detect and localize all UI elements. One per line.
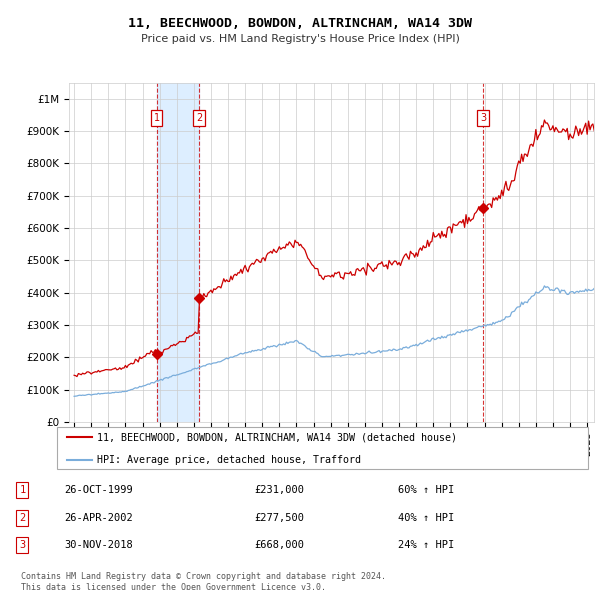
- Text: This data is licensed under the Open Government Licence v3.0.: This data is licensed under the Open Gov…: [21, 583, 326, 590]
- Text: 11, BEECHWOOD, BOWDON, ALTRINCHAM, WA14 3DW (detached house): 11, BEECHWOOD, BOWDON, ALTRINCHAM, WA14 …: [97, 432, 457, 442]
- Text: 60% ↑ HPI: 60% ↑ HPI: [398, 486, 454, 495]
- Text: £231,000: £231,000: [254, 486, 304, 495]
- Text: 2: 2: [196, 113, 202, 123]
- Text: 26-OCT-1999: 26-OCT-1999: [64, 486, 133, 495]
- Text: 2: 2: [19, 513, 25, 523]
- Text: £668,000: £668,000: [254, 540, 304, 550]
- FancyBboxPatch shape: [57, 427, 588, 469]
- Text: 1: 1: [19, 486, 25, 495]
- Text: 40% ↑ HPI: 40% ↑ HPI: [398, 513, 454, 523]
- Text: Contains HM Land Registry data © Crown copyright and database right 2024.: Contains HM Land Registry data © Crown c…: [21, 572, 386, 581]
- Text: 3: 3: [480, 113, 486, 123]
- Text: HPI: Average price, detached house, Trafford: HPI: Average price, detached house, Traf…: [97, 455, 361, 465]
- Text: 3: 3: [19, 540, 25, 550]
- Text: £277,500: £277,500: [254, 513, 304, 523]
- Text: 1: 1: [154, 113, 160, 123]
- Bar: [157, 83, 199, 422]
- Text: 26-APR-2002: 26-APR-2002: [64, 513, 133, 523]
- Text: 11, BEECHWOOD, BOWDON, ALTRINCHAM, WA14 3DW: 11, BEECHWOOD, BOWDON, ALTRINCHAM, WA14 …: [128, 17, 472, 30]
- Text: 30-NOV-2018: 30-NOV-2018: [64, 540, 133, 550]
- Text: Price paid vs. HM Land Registry's House Price Index (HPI): Price paid vs. HM Land Registry's House …: [140, 34, 460, 44]
- Text: 24% ↑ HPI: 24% ↑ HPI: [398, 540, 454, 550]
